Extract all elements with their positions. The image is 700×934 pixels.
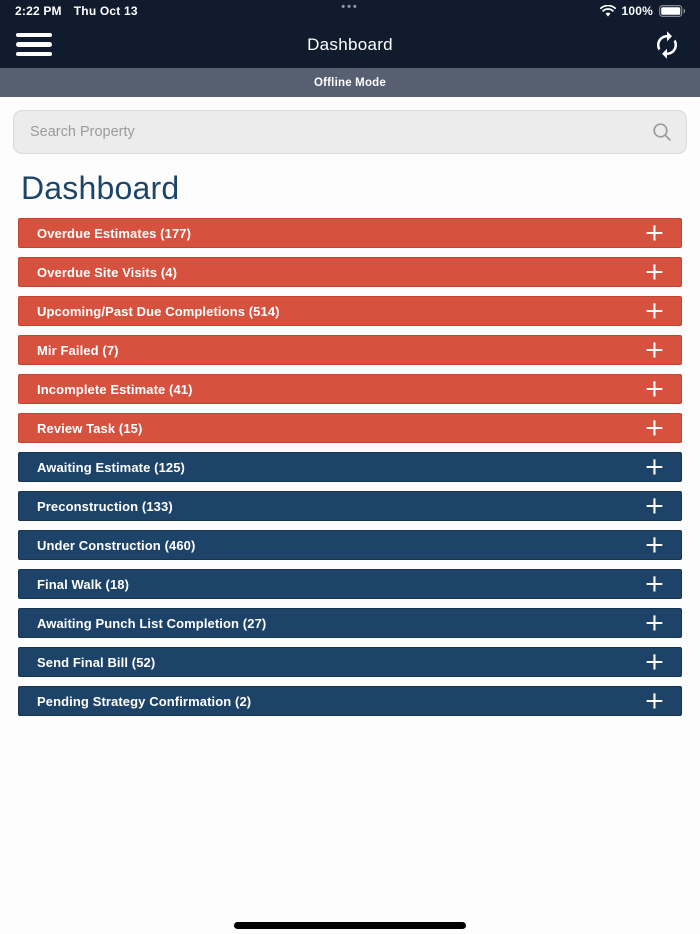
section-label: Final Walk (18) [37, 576, 130, 592]
battery-icon [659, 4, 686, 17]
section-label: Mir Failed (7) [37, 342, 119, 358]
section-label: Under Construction (460) [37, 537, 196, 553]
section-row-under-construction[interactable]: Under Construction (460) + [18, 530, 682, 560]
expand-plus-icon[interactable]: + [644, 218, 665, 247]
expand-plus-icon[interactable]: + [644, 374, 665, 403]
expand-plus-icon[interactable]: + [644, 491, 665, 520]
section-list: Overdue Estimates (177) + Overdue Site Vis… [18, 218, 682, 716]
expand-plus-icon[interactable]: + [644, 647, 665, 676]
page-title: Dashboard [21, 170, 180, 206]
section-label: Incomplete Estimate (41) [37, 381, 193, 397]
section-row-overdue-estimates[interactable]: Overdue Estimates (177) + [18, 218, 682, 248]
offline-mode-label: Offline Mode [313, 76, 387, 89]
status-date: Thu Oct 13 [73, 3, 138, 18]
battery-percent: 100% [621, 3, 653, 18]
section-label: Review Task (15) [37, 420, 143, 436]
expand-plus-icon[interactable]: + [644, 452, 665, 481]
nav-bar: Dashboard [0, 21, 700, 68]
search-icon [651, 121, 673, 143]
section-label: Upcoming/Past Due Completions (514) [37, 303, 280, 319]
expand-plus-icon[interactable]: + [644, 257, 665, 286]
multitask-indicator-icon: ••• [341, 1, 359, 13]
section-row-review-task[interactable]: Review Task (15) + [18, 413, 682, 443]
section-row-final-walk[interactable]: Final Walk (18) + [18, 569, 682, 599]
section-row-mir-failed[interactable]: Mir Failed (7) + [18, 335, 682, 365]
section-row-awaiting-punch-list-completion[interactable]: Awaiting Punch List Completion (27) + [18, 608, 682, 638]
section-row-upcoming-past-due-completions[interactable]: Upcoming/Past Due Completions (514) + [18, 296, 682, 326]
expand-plus-icon[interactable]: + [644, 569, 665, 598]
expand-plus-icon[interactable]: + [644, 296, 665, 325]
section-label: Awaiting Estimate (125) [37, 459, 185, 475]
wifi-icon [599, 4, 616, 17]
status-time: 2:22 PM [15, 3, 62, 18]
section-label: Send Final Bill (52) [37, 654, 156, 670]
expand-plus-icon[interactable]: + [644, 608, 665, 637]
section-label: Awaiting Punch List Completion (27) [37, 615, 267, 631]
section-label: Overdue Estimates (177) [37, 225, 192, 241]
section-row-send-final-bill[interactable]: Send Final Bill (52) + [18, 647, 682, 677]
expand-plus-icon[interactable]: + [644, 335, 665, 364]
home-indicator[interactable] [234, 922, 466, 929]
status-bar: 2:22 PM Thu Oct 13 ••• 100% [0, 0, 700, 21]
section-row-awaiting-estimate[interactable]: Awaiting Estimate (125) + [18, 452, 682, 482]
expand-plus-icon[interactable]: + [644, 530, 665, 559]
section-row-incomplete-estimate[interactable]: Incomplete Estimate (41) + [18, 374, 682, 404]
search-bar [13, 110, 687, 154]
offline-mode-banner: Offline Mode [0, 68, 700, 97]
section-row-pending-strategy-confirmation[interactable]: Pending Strategy Confirmation (2) + [18, 686, 682, 716]
section-label: Pending Strategy Confirmation (2) [37, 693, 252, 709]
sync-button[interactable] [650, 28, 684, 62]
search-input[interactable] [13, 110, 687, 154]
expand-plus-icon[interactable]: + [644, 413, 665, 442]
nav-title: Dashboard [307, 34, 393, 54]
sync-icon [652, 30, 682, 60]
section-label: Preconstruction (133) [37, 498, 173, 514]
top-chrome: 2:22 PM Thu Oct 13 ••• 100% [0, 0, 700, 68]
section-row-preconstruction[interactable]: Preconstruction (133) + [18, 491, 682, 521]
expand-plus-icon[interactable]: + [644, 686, 665, 715]
hamburger-icon [16, 32, 52, 38]
menu-button[interactable] [16, 32, 52, 57]
section-label: Overdue Site Visits (4) [37, 264, 178, 280]
main-content: Dashboard Overdue Estimates (177)+Overdu… [0, 97, 700, 738]
section-row-overdue-site-visits[interactable]: Overdue Site Visits (4) + [18, 257, 682, 287]
